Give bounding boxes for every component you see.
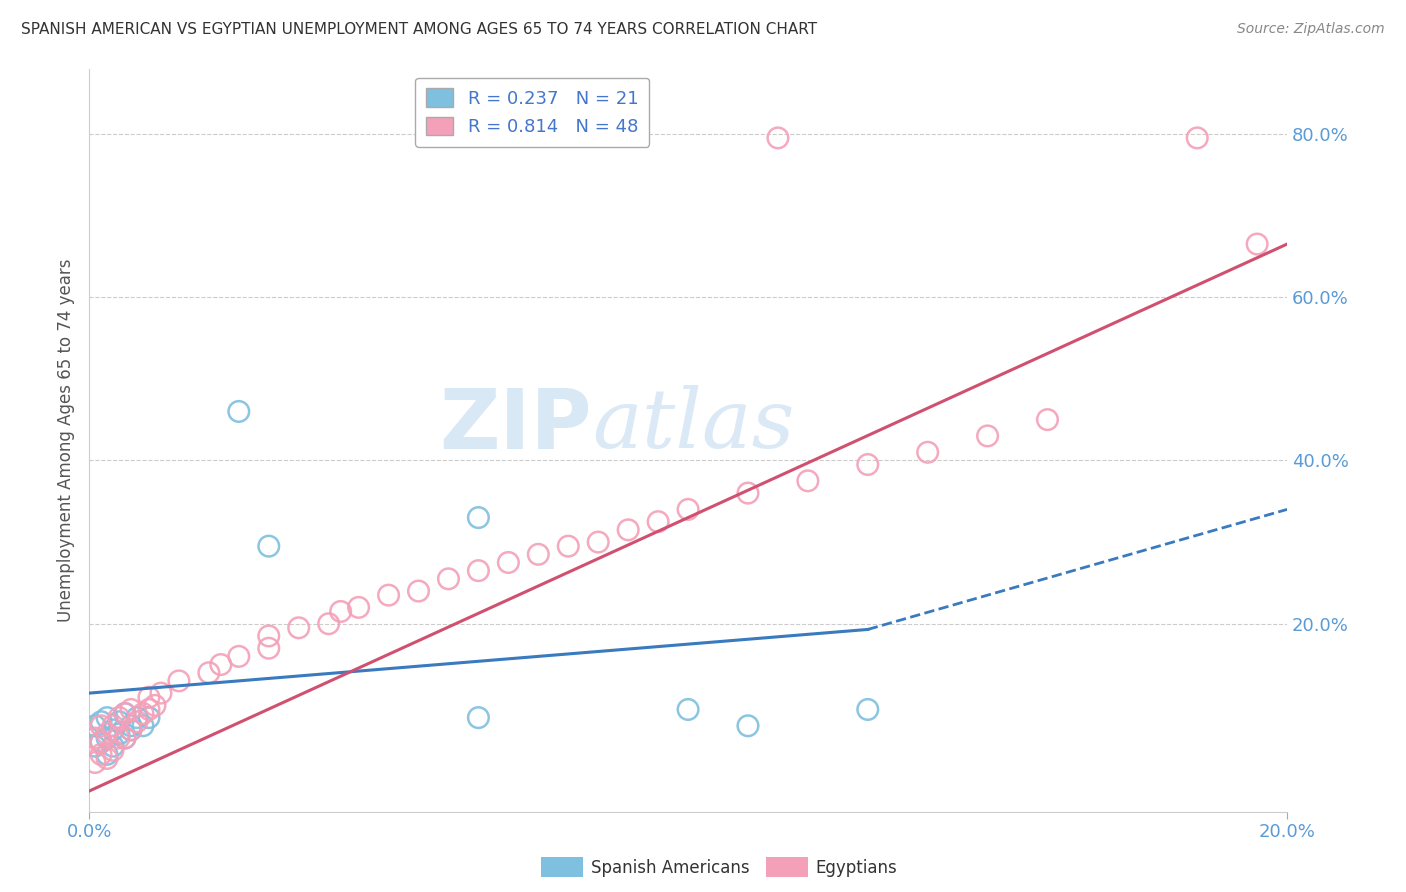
Point: [84, 739, 107, 754]
Point: [143, 698, 166, 713]
Point: [257, 629, 280, 643]
Point: [108, 711, 131, 725]
Point: [149, 686, 172, 700]
Point: [138, 711, 160, 725]
Point: [1036, 412, 1059, 426]
Point: [737, 719, 759, 733]
Point: [132, 706, 155, 721]
Point: [96, 711, 118, 725]
Point: [101, 719, 124, 733]
Point: [114, 731, 136, 745]
Text: Source: ZipAtlas.com: Source: ZipAtlas.com: [1237, 22, 1385, 37]
Point: [329, 605, 352, 619]
Point: [557, 539, 579, 553]
Point: [976, 429, 998, 443]
Point: [1187, 131, 1209, 145]
Point: [408, 584, 430, 599]
Point: [114, 706, 136, 721]
Point: [96, 731, 118, 745]
Point: [101, 723, 124, 737]
Point: [96, 747, 118, 762]
Point: [377, 588, 399, 602]
Point: [125, 711, 148, 725]
Point: [120, 719, 142, 733]
Point: [138, 690, 160, 705]
Point: [737, 486, 759, 500]
Text: SPANISH AMERICAN VS EGYPTIAN UNEMPLOYMENT AMONG AGES 65 TO 74 YEARS CORRELATION : SPANISH AMERICAN VS EGYPTIAN UNEMPLOYMEN…: [21, 22, 817, 37]
Point: [586, 535, 609, 549]
Point: [1246, 237, 1268, 252]
Legend: R = 0.237   N = 21, R = 0.814   N = 48: R = 0.237 N = 21, R = 0.814 N = 48: [415, 78, 650, 147]
Point: [132, 719, 155, 733]
Point: [228, 649, 250, 664]
Point: [347, 600, 370, 615]
Point: [108, 727, 131, 741]
Point: [114, 731, 136, 745]
Point: [90, 735, 112, 749]
Point: [90, 735, 112, 749]
Point: [467, 711, 489, 725]
Point: [797, 474, 820, 488]
Text: Spanish Americans: Spanish Americans: [591, 859, 749, 877]
Point: [617, 523, 640, 537]
Point: [228, 404, 250, 418]
Point: [676, 502, 699, 516]
Point: [209, 657, 232, 672]
Point: [287, 621, 309, 635]
Point: [138, 702, 160, 716]
Point: [114, 706, 136, 721]
Point: [676, 702, 699, 716]
Point: [647, 515, 669, 529]
Point: [120, 723, 142, 737]
Point: [120, 702, 142, 716]
Point: [101, 739, 124, 754]
Point: [90, 714, 112, 729]
Point: [198, 665, 221, 680]
Point: [84, 731, 107, 745]
Point: [527, 547, 550, 561]
Point: [96, 751, 118, 765]
Y-axis label: Unemployment Among Ages 65 to 74 years: Unemployment Among Ages 65 to 74 years: [58, 259, 75, 622]
Point: [856, 702, 879, 716]
Point: [257, 539, 280, 553]
Point: [498, 556, 520, 570]
Point: [101, 743, 124, 757]
Point: [90, 719, 112, 733]
Point: [257, 641, 280, 656]
Point: [84, 719, 107, 733]
Point: [84, 756, 107, 770]
Point: [856, 458, 879, 472]
Point: [437, 572, 460, 586]
Point: [167, 673, 190, 688]
Point: [125, 714, 148, 729]
Point: [467, 564, 489, 578]
Point: [917, 445, 939, 459]
Text: ZIP: ZIP: [440, 384, 592, 466]
Point: [766, 131, 789, 145]
Point: [318, 616, 340, 631]
Point: [467, 510, 489, 524]
Point: [96, 727, 118, 741]
Point: [108, 731, 131, 745]
Text: Egyptians: Egyptians: [815, 859, 897, 877]
Text: atlas: atlas: [592, 385, 794, 465]
Point: [120, 723, 142, 737]
Point: [90, 747, 112, 762]
Point: [108, 714, 131, 729]
